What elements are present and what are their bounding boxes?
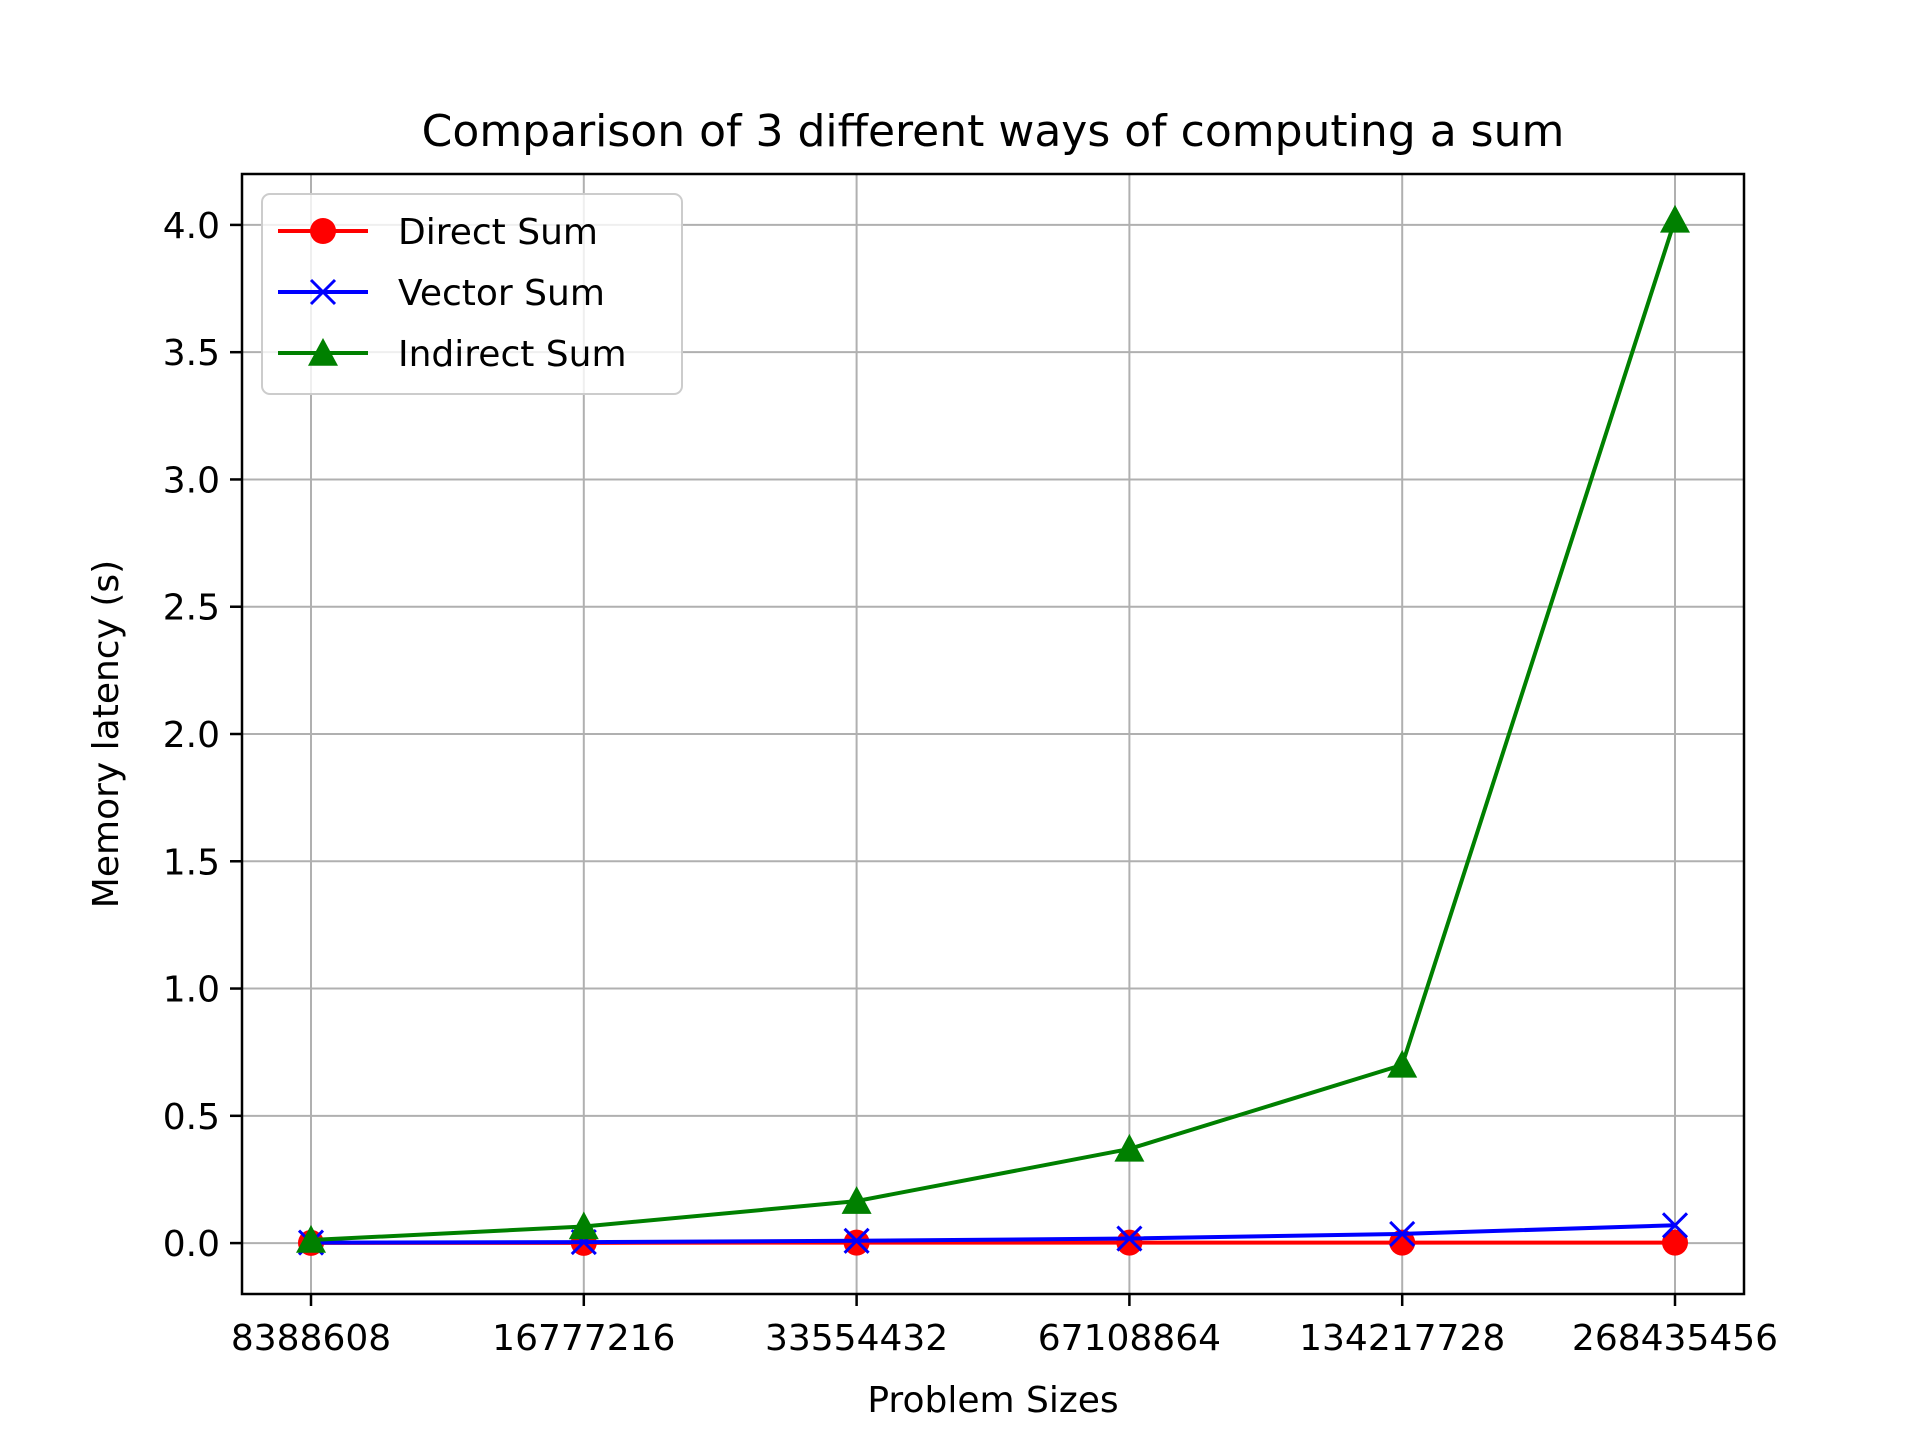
vector-sum-point <box>1661 1212 1689 1239</box>
series-indirect-sum <box>296 204 1690 1253</box>
x-axis-title: Problem Sizes <box>867 1380 1118 1421</box>
y-axis-title: Memory latency (s) <box>86 560 127 908</box>
y-tick-label: 1.5 <box>163 842 220 883</box>
y-tick-label: 1.0 <box>163 970 220 1011</box>
vector-sum-line <box>310 1223 1676 1245</box>
indirect-sum-point <box>1114 1133 1145 1162</box>
legend-marker <box>310 218 336 244</box>
legend-label: Direct Sum <box>398 212 598 253</box>
indirect-sum-line <box>310 219 1677 1243</box>
vector-sum-point <box>1389 1220 1416 1247</box>
legend-label: Indirect Sum <box>398 334 627 375</box>
legend: Direct Sum Vector Sum Indirect Sum <box>261 193 683 395</box>
x-tick-label: 134217728 <box>1299 1318 1505 1359</box>
chart-title: Comparison of 3 different ways of comput… <box>422 106 1565 157</box>
x-tick-label: 67108864 <box>1038 1318 1221 1359</box>
indirect-sum-point <box>568 1211 599 1240</box>
legend-item-indirect-sum: Indirect Sum <box>278 334 627 375</box>
indirect-sum-point <box>1660 204 1690 233</box>
y-tick-label: 2.0 <box>163 715 220 756</box>
direct-sum-point <box>1389 1229 1416 1256</box>
x-tick-label: 8388608 <box>231 1318 391 1359</box>
legend-marker <box>309 278 337 306</box>
vector-sum-point <box>843 1227 870 1254</box>
y-tick-label: 0.0 <box>163 1224 220 1265</box>
grid <box>242 174 1744 1294</box>
vector-sum-point <box>1116 1225 1143 1252</box>
legend-item-vector-sum: Vector Sum <box>278 273 605 314</box>
indirect-sum-point <box>841 1186 872 1214</box>
y-tick-label: 0.5 <box>163 1097 220 1138</box>
legend-label: Vector Sum <box>398 273 605 314</box>
x-axis: 8388608 16777216 33554432 67108864 134217728… <box>231 1294 1778 1359</box>
y-tick-label: 3.0 <box>163 460 220 501</box>
x-tick-label: 16777216 <box>492 1318 675 1359</box>
direct-sum-point <box>1116 1229 1143 1256</box>
series-layer <box>296 204 1690 1256</box>
y-tick-label: 2.5 <box>163 588 220 629</box>
x-tick-label: 33554432 <box>765 1318 948 1359</box>
direct-sum-point <box>1662 1229 1688 1256</box>
y-axis: 0.0 0.5 1.0 1.5 2.0 2.5 3.0 3.5 4.0 <box>163 206 242 1265</box>
indirect-sum-point <box>1387 1049 1418 1078</box>
y-tick-label: 4.0 <box>163 206 220 247</box>
y-tick-label: 3.5 <box>163 333 220 374</box>
x-tick-label: 268435456 <box>1572 1318 1778 1359</box>
legend-item-direct-sum: Direct Sum <box>278 212 598 253</box>
series-vector-sum <box>297 1212 1689 1256</box>
legend-box <box>261 193 683 395</box>
indirect-sum-point <box>296 1225 326 1253</box>
legend-marker <box>308 338 338 366</box>
